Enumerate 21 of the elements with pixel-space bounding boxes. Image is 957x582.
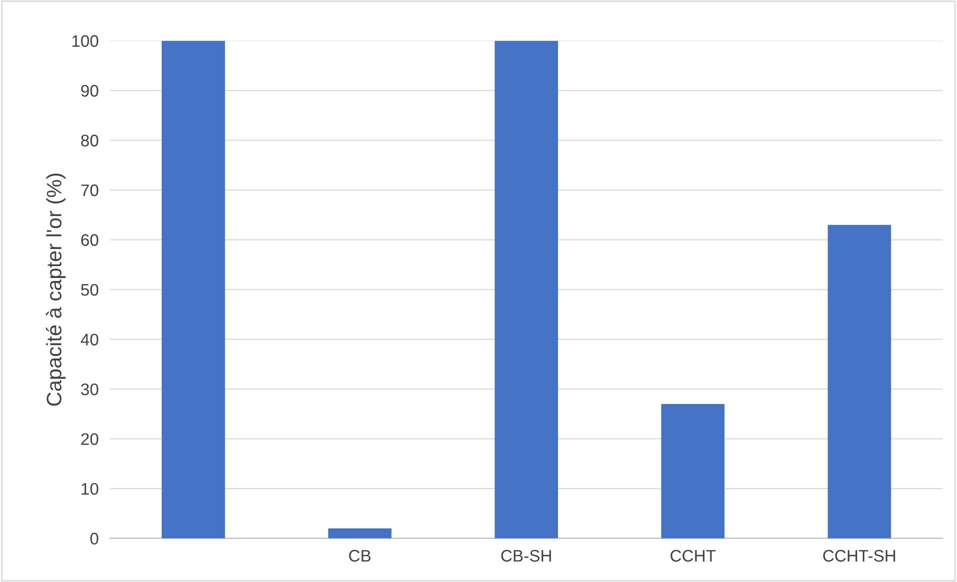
y-tick-label: 90 — [81, 84, 98, 97]
bar — [661, 404, 725, 538]
x-tick-label: CCHT — [670, 550, 716, 562]
y-tick-label: 50 — [81, 284, 98, 296]
bar — [328, 528, 392, 538]
bar — [494, 40, 558, 538]
y-tick-label: 40 — [80, 334, 98, 346]
y-tick-label: 0 — [90, 532, 98, 545]
x-tick-label: CB-SH — [501, 550, 551, 562]
y-tick-label: 10 — [82, 482, 98, 495]
bar — [828, 224, 892, 538]
x-tick-label: CB — [349, 550, 371, 562]
y-axis-title: Capacité à capter l'or (%) — [46, 174, 66, 406]
y-tick-label: 20 — [81, 433, 98, 446]
bar — [162, 40, 225, 538]
y-tick-label: 30 — [81, 383, 98, 396]
y-tick-label: 80 — [81, 134, 98, 146]
y-tick-label: 70 — [81, 184, 98, 196]
y-tick-label: 60 — [81, 234, 98, 246]
x-tick-label: CCHT-SH — [823, 550, 896, 562]
y-tick-label: 100 — [72, 35, 98, 47]
